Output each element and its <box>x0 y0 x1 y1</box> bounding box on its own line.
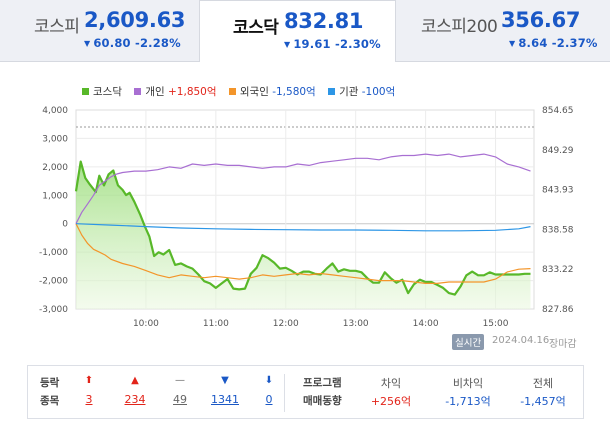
legend-swatch <box>134 88 142 95</box>
non-arbitrage-head: 비차익 <box>452 377 484 390</box>
upper-limit-count[interactable]: 3 <box>85 393 93 406</box>
stats-divider <box>284 374 285 412</box>
legend-label: 코스닥 <box>93 86 122 98</box>
institution-line <box>75 223 531 232</box>
tab-kospi[interactable]: 코스피 2,609.63 ▼ 60.80 -2.28% <box>0 0 199 62</box>
chart-legend: 코스닥 개인 +1,850억 외국인 -1,580억 기관 -100억 <box>82 84 404 99</box>
unchanged-count[interactable]: 49 <box>173 393 187 406</box>
index-tabs: 코스피 2,609.63 ▼ 60.80 -2.28% 코스닥 832.81 ▼ 1… <box>0 0 610 62</box>
x-tick-label: 10:00 <box>133 319 159 326</box>
realtime-badge: 실시간 <box>452 334 485 350</box>
tab-kosdaq[interactable]: 코스닥 832.81 ▼ 19.61 -2.30% <box>199 0 396 62</box>
total-head: 전체 <box>532 377 554 390</box>
y-right-tick-label: 849.29 <box>542 146 574 156</box>
y-right-tick-label: 827.86 <box>542 305 574 315</box>
legend-swatch <box>328 88 336 95</box>
tab-value: 356.67 <box>501 8 581 32</box>
trade-date: 2024.04.16 <box>492 335 550 346</box>
y-left-tick-label: 1,000 <box>42 191 68 201</box>
program-trading-label-2: 매매동향 <box>303 395 342 407</box>
fall-count[interactable]: 1341 <box>211 393 239 406</box>
x-tick-label: 13:00 <box>343 319 369 326</box>
y-right-tick-label: 833.22 <box>542 265 574 275</box>
fall-icon: ▼ <box>221 375 229 386</box>
y-right-tick-label: 838.58 <box>542 225 574 235</box>
market-stats-panel: 등락 종목 ⬆ 3 ▲ 234 — 49 ▼ 1341 ⬇ 0 프로그램 매매동… <box>27 365 584 419</box>
foreign-line <box>75 223 531 284</box>
legend-swatch <box>82 88 89 95</box>
rise-icon: ▲ <box>131 375 139 386</box>
x-tick-label: 12:00 <box>273 319 299 326</box>
legend-item-institution[interactable]: 기관 -100억 <box>328 84 395 99</box>
y-left-tick-label: -3,000 <box>39 305 68 315</box>
program-trading-label: 프로그램 <box>303 377 342 389</box>
legend-item-individual[interactable]: 개인 +1,850억 <box>134 84 217 99</box>
unchanged-icon: — <box>175 375 185 386</box>
rise-count[interactable]: 234 <box>124 393 146 406</box>
legend-value: +1,850억 <box>168 86 217 98</box>
legend-label: 개인 <box>145 86 165 98</box>
lower-limit-icon: ⬇ <box>264 375 274 386</box>
tab-kospi200[interactable]: 코스피200 356.67 ▼ 8.64 -2.37% <box>396 0 610 62</box>
legend-label: 기관 <box>339 86 359 98</box>
x-tick-label: 11:00 <box>203 319 229 326</box>
y-right-tick-label: 854.65 <box>542 106 574 116</box>
advance-decline-label-2: 종목 <box>40 395 60 407</box>
down-arrow-icon: ▼ <box>509 39 516 48</box>
legend-item-foreign[interactable]: 외국인 -1,580억 <box>228 84 316 99</box>
tab-change: ▼ 19.61 -2.30% <box>284 37 381 51</box>
arbitrage-value: +256억 <box>370 395 412 408</box>
legend-item-kosdaq[interactable]: 코스닥 <box>82 84 122 99</box>
advance-decline-label: 등락 <box>40 377 60 389</box>
market-status: 장마감 <box>549 339 577 350</box>
legend-swatch <box>228 88 236 95</box>
y-left-tick-label: 2,000 <box>42 163 68 173</box>
x-tick-label: 15:00 <box>483 319 509 326</box>
y-left-tick-label: 0 <box>62 220 68 230</box>
x-tick-label: 14:00 <box>413 319 439 326</box>
down-arrow-icon: ▼ <box>284 40 291 49</box>
total-value: -1,457억 <box>520 395 566 408</box>
upper-limit-icon: ⬆ <box>84 375 94 386</box>
intraday-chart[interactable]: 4,000 3,000 2,000 1,000 0 -1,000 -2,000 -3,000 8… <box>0 96 610 326</box>
y-left-tick-label: 4,000 <box>42 106 68 116</box>
tab-change: ▼ 8.64 -2.37% <box>509 36 598 50</box>
down-arrow-icon: ▼ <box>84 39 91 48</box>
legend-value: -100억 <box>361 86 396 98</box>
lower-limit-count[interactable]: 0 <box>265 393 273 406</box>
legend-label: 외국인 <box>239 86 269 98</box>
tab-value: 2,609.63 <box>84 8 186 32</box>
kosdaq-line <box>74 160 531 296</box>
kosdaq-area <box>76 161 531 309</box>
arbitrage-head: 차익 <box>380 377 402 390</box>
tab-value: 832.81 <box>284 9 364 33</box>
tab-name: 코스피 <box>34 17 80 37</box>
tab-change: ▼ 60.80 -2.28% <box>84 36 181 50</box>
y-left-tick-label: -2,000 <box>39 277 68 287</box>
legend-value: -1,580억 <box>272 86 316 98</box>
tab-name: 코스닥 <box>233 18 279 38</box>
y-left-tick-label: 3,000 <box>42 134 68 144</box>
tab-name: 코스피200 <box>421 17 498 37</box>
y-right-tick-label: 843.93 <box>542 186 574 196</box>
non-arbitrage-value: -1,713억 <box>445 395 491 408</box>
individual-line <box>75 153 531 224</box>
y-left-tick-label: -1,000 <box>39 248 68 258</box>
